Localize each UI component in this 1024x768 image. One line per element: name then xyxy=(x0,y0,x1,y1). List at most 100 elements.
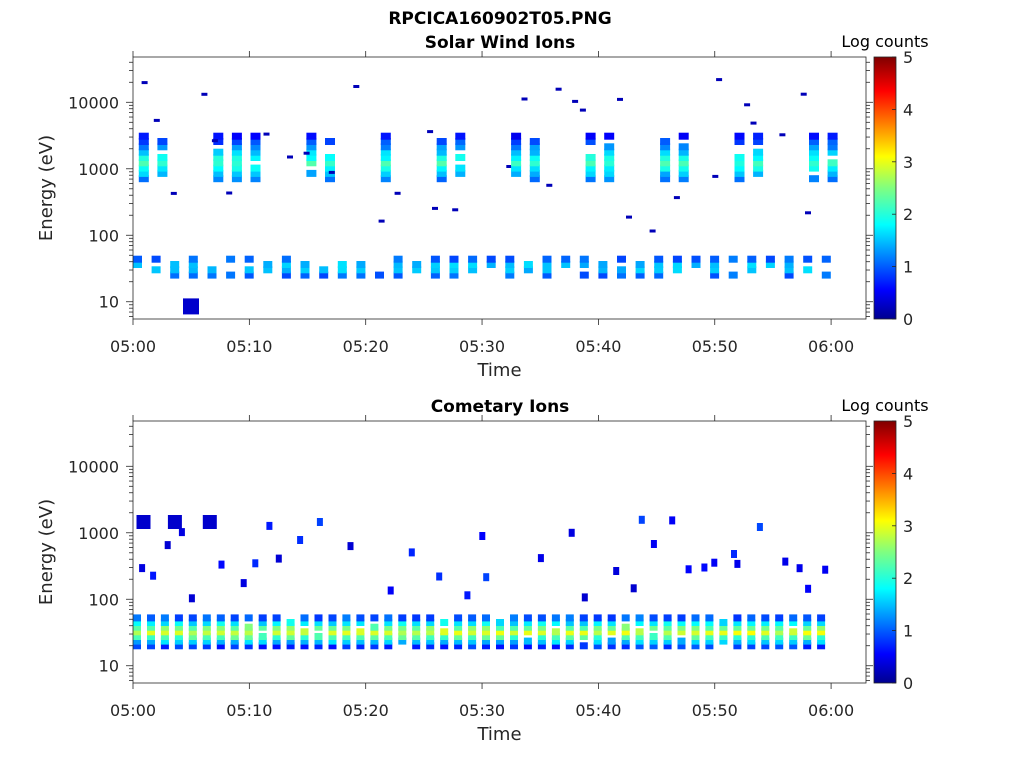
heatmap-cell xyxy=(705,642,714,650)
heatmap-cell xyxy=(678,159,689,167)
heatmap-cell xyxy=(231,132,242,140)
heatmap-cell xyxy=(325,175,335,183)
heatmap-cell xyxy=(218,560,225,569)
heatmap-cell xyxy=(817,619,826,626)
heatmap-cell xyxy=(314,614,323,622)
heatmap-cell xyxy=(747,642,756,650)
heatmap-cell xyxy=(673,196,680,200)
heatmap-cell xyxy=(436,143,447,151)
heatmap-cell xyxy=(551,619,560,626)
heatmap-cell xyxy=(809,132,819,140)
heatmap-cell xyxy=(669,516,676,525)
heatmap-cell xyxy=(380,138,391,145)
heatmap-cell xyxy=(468,266,478,274)
heatmap-cell xyxy=(398,619,407,626)
heatmap-cell xyxy=(733,637,742,645)
heatmap-cell xyxy=(216,628,225,636)
heatmap-cell xyxy=(585,164,596,172)
heatmap-cell xyxy=(454,637,463,645)
heatmap-cell xyxy=(551,628,560,636)
heatmap-cell xyxy=(133,637,141,645)
heatmap-cell xyxy=(244,642,253,650)
solar-wind-x-label: Time xyxy=(476,360,521,381)
heatmap-cell xyxy=(775,623,784,631)
heatmap-cell xyxy=(272,619,281,626)
x-tick-label: 05:20 xyxy=(343,337,389,356)
colorbar-gradient xyxy=(873,56,897,320)
heatmap-cell xyxy=(188,271,198,279)
cometary-colorbar-title: Log counts xyxy=(841,396,928,415)
cometary-heatmap xyxy=(133,515,829,650)
heatmap-cell xyxy=(691,633,700,640)
heatmap-cell xyxy=(728,271,738,279)
heatmap-cell xyxy=(678,169,689,177)
heatmap-cell xyxy=(523,619,532,626)
heatmap-cell xyxy=(733,628,742,636)
heatmap-cell xyxy=(521,97,528,101)
heatmap-cell xyxy=(384,628,393,636)
heatmap-cell xyxy=(188,261,198,268)
heatmap-cell xyxy=(455,169,466,177)
heatmap-cell xyxy=(663,623,672,631)
solar-wind-axes-box xyxy=(132,56,867,320)
heatmap-cell xyxy=(244,637,253,645)
solar-wind-colorbar-title: Log counts xyxy=(841,32,928,51)
heatmap-cell xyxy=(202,614,211,622)
heatmap-cell xyxy=(300,271,310,279)
heatmap-cell xyxy=(306,159,317,167)
heatmap-cell xyxy=(753,159,764,167)
heatmap-cell xyxy=(188,633,197,640)
heatmap-cell xyxy=(393,261,403,268)
heatmap-cell xyxy=(286,623,295,631)
solar-wind-title: Solar Wind Ions xyxy=(425,33,576,53)
heatmap-cell xyxy=(765,255,775,263)
heatmap-cell xyxy=(207,271,217,279)
heatmap-cell xyxy=(542,255,552,263)
heatmap-cell xyxy=(231,143,242,151)
heatmap-cell xyxy=(691,628,700,636)
heatmap-cell xyxy=(258,642,267,650)
heatmap-cell xyxy=(426,637,435,645)
heatmap-cell xyxy=(216,637,225,645)
heatmap-cell xyxy=(678,175,689,183)
heatmap-cell xyxy=(153,118,160,122)
heatmap-cell xyxy=(231,148,242,156)
heatmap-cell xyxy=(314,642,323,650)
heatmap-cell xyxy=(287,155,293,159)
heatmap-cell xyxy=(300,642,309,650)
heatmap-cell xyxy=(141,81,148,85)
heatmap-cell xyxy=(734,559,741,568)
heatmap-cell xyxy=(188,619,197,626)
heatmap-cell xyxy=(258,623,267,631)
heatmap-cell xyxy=(226,191,233,195)
heatmap-cell xyxy=(454,614,463,622)
heatmap-cell xyxy=(803,255,813,263)
heatmap-cell xyxy=(479,532,486,540)
heatmap-cell xyxy=(712,174,719,178)
heatmap-cell xyxy=(565,614,574,622)
heatmap-cell xyxy=(393,266,403,274)
heatmap-cell xyxy=(691,614,700,622)
heatmap-cell xyxy=(353,85,360,88)
heatmap-cell xyxy=(482,628,490,636)
heatmap-cell xyxy=(342,614,351,622)
heatmap-cell xyxy=(306,148,317,156)
heatmap-cell xyxy=(542,261,552,268)
heatmap-cell xyxy=(263,132,270,136)
heatmap-cell xyxy=(621,633,630,640)
heatmap-cell xyxy=(384,633,393,640)
heatmap-cell xyxy=(496,619,504,626)
heatmap-cell xyxy=(805,584,812,593)
heatmap-cell xyxy=(157,138,168,145)
heatmap-cell xyxy=(286,637,295,645)
heatmap-cell xyxy=(821,255,831,263)
heatmap-cell xyxy=(496,633,504,640)
heatmap-cell xyxy=(579,108,586,112)
heatmap-cell xyxy=(430,271,440,279)
heatmap-cell xyxy=(454,633,463,640)
heatmap-cell xyxy=(258,633,267,640)
x-tick-label: 05:10 xyxy=(226,701,272,720)
heatmap-cell xyxy=(342,642,351,650)
